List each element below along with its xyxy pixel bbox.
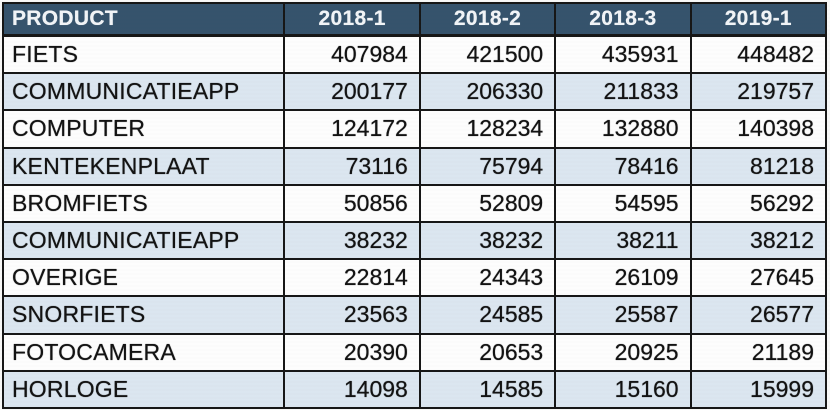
value-cell-2018-3: 78416 [554, 146, 692, 186]
value-cell-2018-3: 211833 [554, 72, 692, 112]
value-cell-2019-1: 140398 [689, 109, 828, 149]
value-cell-2018-3: 26109 [554, 258, 692, 298]
value-cell-2019-1: 21189 [689, 332, 828, 372]
product-name-cell: FIETS [1, 34, 286, 75]
value-cell-2018-1: 22814 [283, 258, 421, 298]
value-cell-2019-1: 15999 [689, 369, 828, 410]
product-name-cell: OVERIGE [1, 258, 286, 298]
value-cell-2019-1: 219757 [689, 72, 828, 112]
column-header-2018-2: 2018-2 [418, 2, 557, 37]
column-header-2018-1: 2018-1 [283, 2, 421, 37]
value-cell-2018-1: 23563 [283, 295, 421, 335]
value-cell-2018-1: 200177 [283, 72, 421, 112]
value-cell-2018-2: 24585 [418, 295, 557, 335]
table-header: PRODUCT 2018-1 2018-2 2018-3 2019-1 [1, 2, 828, 37]
value-cell-2018-1: 38232 [283, 220, 421, 261]
value-cell-2019-1: 56292 [689, 183, 828, 223]
value-cell-2018-1: 50856 [283, 183, 421, 223]
value-cell-2019-1: 448482 [689, 34, 828, 75]
value-cell-2019-1: 38212 [689, 220, 828, 261]
product-name-cell: BROMFIETS [1, 183, 286, 223]
table-row: OVERIGE 22814 24343 26109 27645 [1, 258, 828, 298]
value-cell-2018-2: 128234 [418, 109, 557, 149]
value-cell-2018-3: 54595 [554, 183, 692, 223]
value-cell-2018-2: 75794 [418, 146, 557, 186]
value-cell-2018-1: 73116 [283, 146, 421, 186]
table-row: COMPUTER 124172 128234 132880 140398 [1, 109, 828, 149]
value-cell-2018-1: 14098 [283, 369, 421, 410]
value-cell-2018-1: 20390 [283, 332, 421, 372]
value-cell-2019-1: 81218 [689, 146, 828, 186]
value-cell-2018-1: 124172 [283, 109, 421, 149]
product-name-cell: FOTOCAMERA [1, 332, 286, 372]
product-name-cell: COMPUTER [1, 109, 286, 149]
value-cell-2018-3: 132880 [554, 109, 692, 149]
product-name-cell: KENTEKENPLAAT [1, 146, 286, 186]
value-cell-2018-3: 38211 [554, 220, 692, 261]
product-name-cell: COMMUNICATIEAPP [1, 220, 286, 261]
value-cell-2018-3: 435931 [554, 34, 692, 75]
table-row: HORLOGE 14098 14585 15160 15999 [1, 369, 828, 410]
value-cell-2018-2: 421500 [418, 34, 557, 75]
value-cell-2018-3: 15160 [554, 369, 692, 410]
table-row: BROMFIETS 50856 52809 54595 56292 [1, 183, 828, 223]
value-cell-2018-2: 206330 [418, 72, 557, 112]
product-name-cell: COMMUNICATIEAPP [1, 72, 286, 112]
table-row: FOTOCAMERA 20390 20653 20925 21189 [1, 332, 828, 372]
value-cell-2018-1: 407984 [283, 34, 421, 75]
value-cell-2019-1: 26577 [689, 295, 828, 335]
value-cell-2018-2: 52809 [418, 183, 557, 223]
value-cell-2018-2: 20653 [418, 332, 557, 372]
value-cell-2019-1: 27645 [689, 258, 828, 298]
header-row: PRODUCT 2018-1 2018-2 2018-3 2019-1 [1, 2, 828, 37]
product-name-cell: HORLOGE [1, 369, 286, 410]
product-name-cell: SNORFIETS [1, 295, 286, 335]
column-header-2019-1: 2019-1 [689, 2, 828, 37]
table-row: SNORFIETS 23563 24585 25587 26577 [1, 295, 828, 335]
column-header-product: PRODUCT [1, 2, 286, 37]
table-row: FIETS 407984 421500 435931 448482 [1, 34, 828, 75]
table-body: FIETS 407984 421500 435931 448482 COMMUN… [1, 34, 828, 410]
value-cell-2018-3: 20925 [554, 332, 692, 372]
column-header-2018-3: 2018-3 [554, 2, 692, 37]
value-cell-2018-2: 14585 [418, 369, 557, 410]
value-cell-2018-2: 38232 [418, 220, 557, 261]
value-cell-2018-3: 25587 [554, 295, 692, 335]
table-row: KENTEKENPLAAT 73116 75794 78416 81218 [1, 146, 828, 186]
table-row: COMMUNICATIEAPP 38232 38232 38211 38212 [1, 220, 828, 261]
value-cell-2018-2: 24343 [418, 258, 557, 298]
table-row: COMMUNICATIEAPP 200177 206330 211833 219… [1, 72, 828, 112]
